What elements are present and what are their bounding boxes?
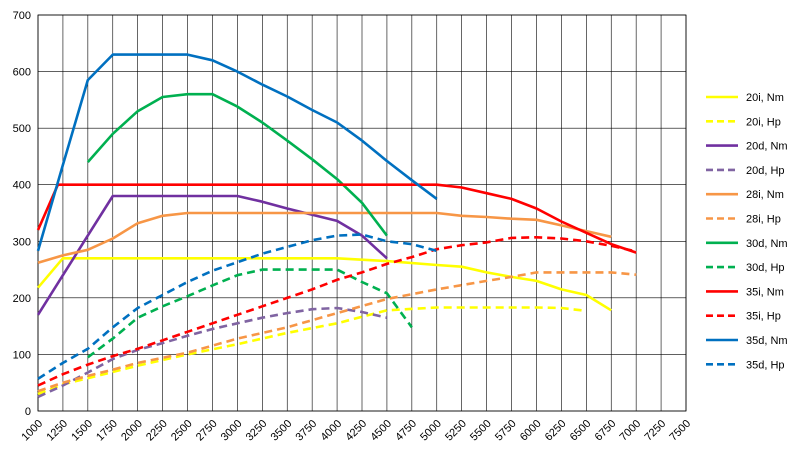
series-line [36, 194, 388, 316]
y-tick-label: 600 [13, 67, 31, 79]
legend-label: 35i, Hp [746, 311, 781, 323]
x-tick-label: 4000 [318, 418, 344, 444]
x-tick-label: 7500 [667, 418, 693, 444]
legend-label: 28i, Nm [746, 189, 784, 201]
series-line [86, 92, 388, 237]
x-tick-label: 3500 [269, 418, 295, 444]
x-tick-label: 2750 [194, 418, 220, 444]
x-tick-label: 1250 [44, 418, 70, 444]
x-tick-label: 7000 [618, 418, 644, 444]
legend-label: 30d, Hp [746, 262, 785, 274]
x-tick-label: 7250 [642, 418, 668, 444]
x-tick-label: 5250 [443, 418, 469, 444]
series-lines [36, 53, 637, 399]
x-tick-label: 2000 [119, 418, 145, 444]
y-tick-label: 300 [13, 236, 31, 248]
x-tick-label: 3000 [219, 418, 245, 444]
x-tick-label: 6500 [568, 418, 594, 444]
x-tick-label: 4500 [368, 418, 394, 444]
y-tick-label: 200 [13, 293, 31, 305]
x-tick-label: 2500 [169, 418, 195, 444]
legend-label: 20d, Nm [746, 141, 788, 153]
y-axis-ticks: 0 100 200 300 400 500 600 700 [13, 10, 31, 418]
x-tick-label: 2250 [144, 418, 170, 444]
x-tick-label: 1750 [94, 418, 120, 444]
y-tick-label: 400 [13, 180, 31, 192]
y-tick-label: 500 [13, 123, 31, 135]
legend-label: 28i, Hp [746, 214, 781, 226]
x-tick-label: 4750 [393, 418, 419, 444]
legend-label: 35d, Hp [746, 359, 785, 371]
x-tick-label: 6750 [593, 418, 619, 444]
series-line [37, 211, 612, 265]
x-tick-label: 5500 [468, 418, 494, 444]
series-line [37, 306, 587, 396]
legend-label: 30d, Nm [746, 238, 788, 250]
y-tick-label: 100 [13, 349, 31, 361]
x-tick-label: 5750 [493, 418, 519, 444]
x-tick-label: 3750 [294, 418, 320, 444]
y-tick-label: 0 [25, 406, 31, 418]
x-tick-label: 6000 [518, 418, 544, 444]
legend-label: 20i, Hp [746, 116, 781, 128]
series-line [37, 306, 388, 399]
legend-label: 20i, Nm [746, 92, 784, 104]
series-line [36, 183, 637, 254]
x-tick-label: 3250 [244, 418, 270, 444]
series-line [37, 236, 637, 387]
series-line [37, 257, 612, 312]
y-tick-label: 700 [13, 10, 31, 22]
series-line [87, 268, 413, 359]
plot-frame [37, 14, 687, 412]
x-tick-label: 1500 [69, 418, 95, 444]
legend: 20i, Nm 20i, Hp 20d, Nm 20d, Hp 28i, Nm 28i, … [706, 92, 788, 371]
x-tick-label: 5000 [418, 418, 444, 444]
x-tick-label: 1000 [19, 418, 45, 444]
x-axis-ticks: 1000 1250 1500 1750 2000 2250 2500 2750 3000 3250… [19, 418, 693, 444]
series-line [37, 233, 438, 380]
x-tick-label: 4250 [343, 418, 369, 444]
series-line [37, 271, 637, 393]
legend-label: 35i, Nm [746, 286, 784, 298]
series-line [36, 53, 438, 252]
x-tick-label: 6250 [543, 418, 569, 444]
legend-label: 35d, Nm [746, 335, 788, 347]
legend-label: 20d, Hp [746, 165, 785, 177]
